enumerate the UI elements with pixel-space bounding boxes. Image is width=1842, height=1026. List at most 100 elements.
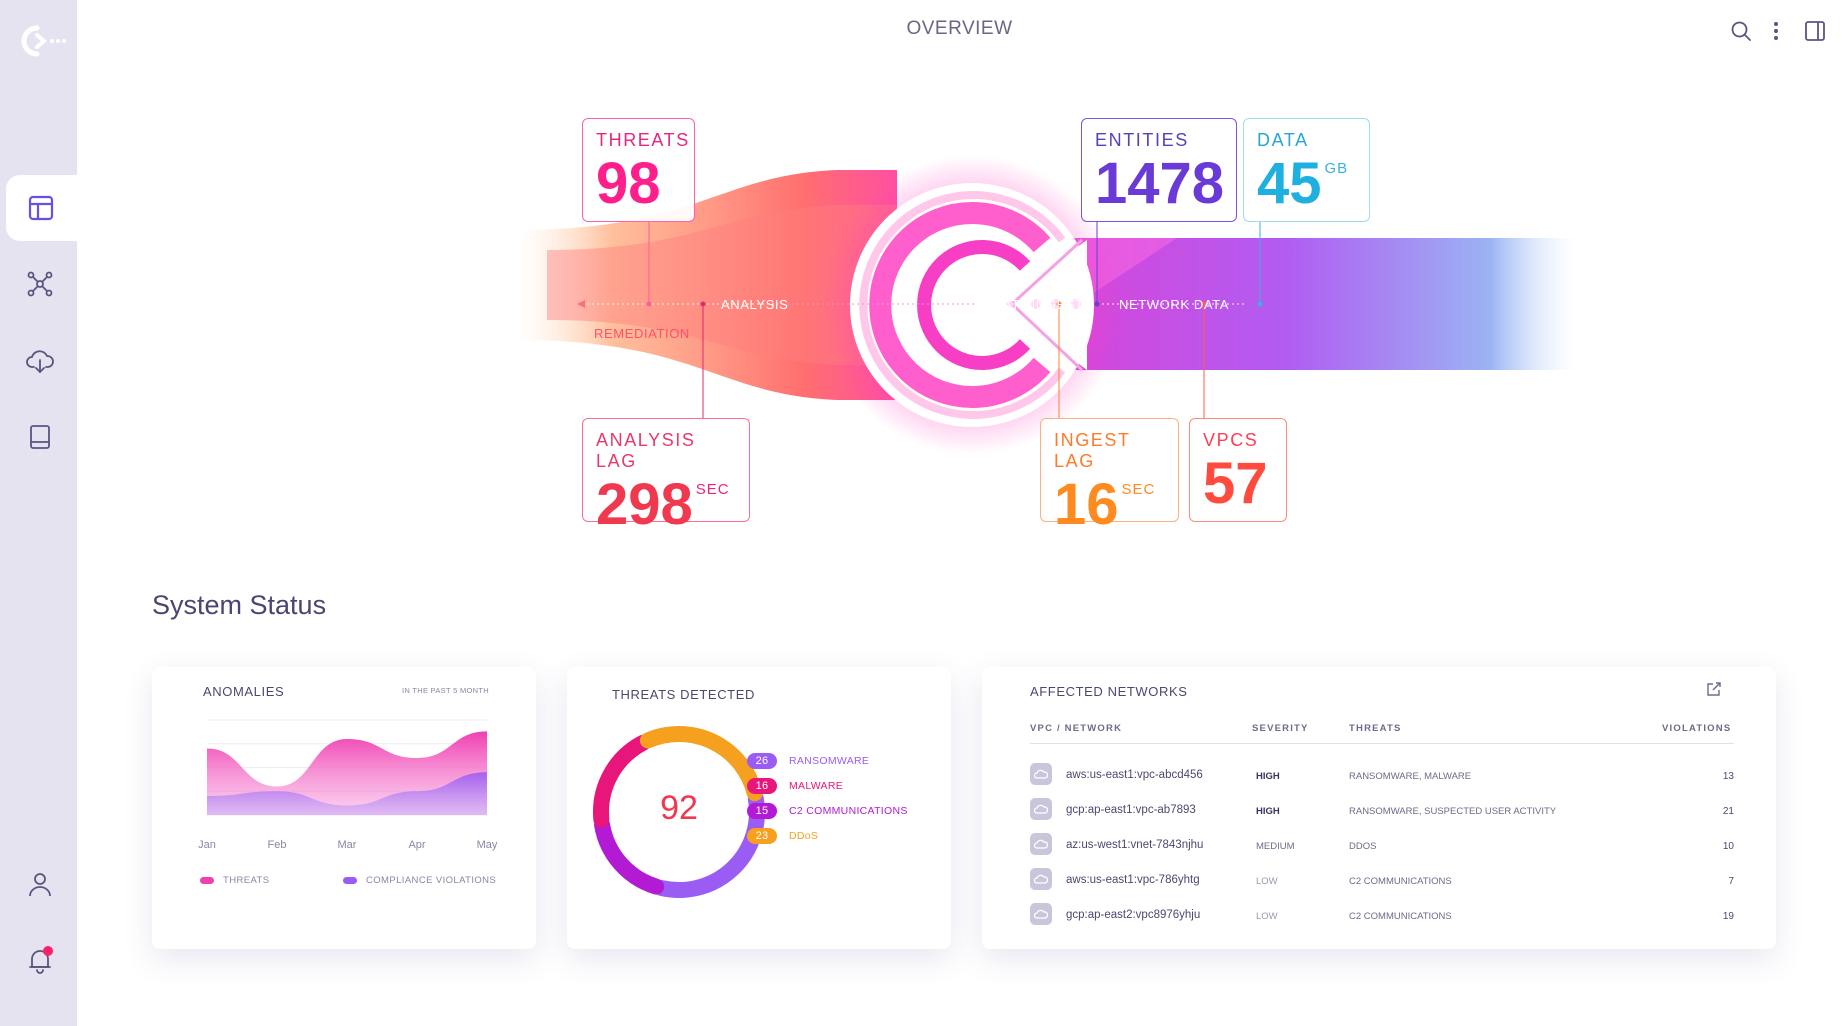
threats-metric[interactable]: THREATS 98 [582, 118, 695, 222]
network-name[interactable]: aws:us-east1:vpc-786yhtg [1066, 874, 1200, 886]
analysis-lag-metric-value: 298 [596, 472, 693, 537]
anomalies-title: ANOMALIES [203, 684, 285, 699]
severity-value: HIGH [1256, 806, 1280, 817]
compliance-violations-area [207, 772, 487, 815]
nav-network[interactable] [20, 264, 60, 304]
threat-count-badge: 23 [747, 828, 777, 844]
threats-metric-value: 98 [596, 151, 661, 216]
table-row[interactable]: az:us-west1:vnet-7843njhu MEDIUM DDOS 10 [1030, 833, 1734, 859]
table-header-divider [1030, 743, 1734, 744]
network-name[interactable]: az:us-west1:vnet-7843njhu [1066, 839, 1204, 851]
anomalies-card: ANOMALIES IN THE PAST 5 MONTH Jan Feb Mar A… [152, 667, 536, 949]
severity-value: HIGH [1256, 771, 1280, 782]
severity-value: MEDIUM [1256, 841, 1295, 852]
col-network[interactable]: VPC / NETWORK [1030, 723, 1123, 734]
vpcs-metric[interactable]: VPCS 57 [1189, 418, 1287, 522]
network-name[interactable]: gcp:ap-east2:vpc8976yhju [1066, 909, 1201, 921]
x-axis-label: Apr [408, 839, 426, 851]
ingest-lag-metric[interactable]: INGEST LAG 16 SEC [1040, 418, 1179, 534]
donut-slice-malware[interactable] [593, 734, 651, 828]
threat-count-badge: 16 [747, 778, 777, 794]
bell-icon [29, 946, 53, 974]
x-axis-label: Feb [267, 839, 287, 851]
kebab-menu-icon [1774, 22, 1778, 40]
table-row[interactable]: aws:us-east1:vpc-786yhtg LOW C2 COMMUNICAT… [1030, 868, 1734, 894]
legend-threats-swatch [200, 877, 214, 884]
search-button[interactable] [1728, 18, 1754, 44]
donut-slice-ransomware[interactable] [653, 790, 765, 898]
vpcs-metric-label: VPCS [1203, 430, 1259, 450]
data-metric-label: DATA [1257, 130, 1309, 150]
nav-dashboard[interactable] [21, 188, 61, 228]
nav-docs[interactable] [20, 417, 60, 457]
threats-value: C2 COMMUNICATIONS [1349, 911, 1452, 922]
entities-metric-value: 1478 [1095, 151, 1225, 216]
network-name[interactable]: gcp:ap-east1:vpc-ab7893 [1066, 804, 1196, 816]
nav-notifications[interactable] [20, 940, 60, 980]
violations-value: 13 [1722, 771, 1734, 782]
ingest-lag-metric-value: 16 [1054, 472, 1119, 537]
user-icon [29, 873, 51, 897]
donut-slice-c2-communications[interactable] [594, 816, 665, 895]
threats-value: DDOS [1349, 841, 1377, 852]
col-severity[interactable]: SEVERITY [1252, 723, 1309, 734]
analysis-lag-metric-label: ANALYSIS LAG [596, 430, 696, 471]
ingest-lag-metric-label: INGEST LAG [1054, 430, 1131, 471]
gcp-icon [1030, 903, 1052, 925]
threat-count-badge: 15 [747, 803, 777, 819]
side-panel-icon [1805, 21, 1825, 41]
more-options-button[interactable] [1763, 18, 1789, 44]
data-metric[interactable]: DATA 45 GB [1243, 118, 1370, 222]
azure-icon [1030, 833, 1052, 855]
book-icon [30, 425, 50, 449]
threat-legend-label: C2 COMMUNICATIONS [789, 805, 908, 817]
flow-label-analysis: ANALYSIS [721, 297, 789, 312]
data-flow-graphic [517, 155, 1577, 455]
donut-slice-ddos[interactable] [639, 726, 763, 802]
external-link-icon[interactable] [1706, 681, 1722, 697]
threats-total: 92 [660, 789, 698, 827]
analysis-lag-metric[interactable]: ANALYSIS LAG 298 SEC [582, 418, 750, 534]
nav-user[interactable] [20, 864, 60, 904]
gcp-icon [1030, 798, 1052, 820]
main-content: OVERVIEW [77, 0, 1842, 1026]
legend-compliance-swatch [343, 877, 357, 884]
threats-metric-label: THREATS [596, 130, 690, 150]
aws-icon [1030, 868, 1052, 890]
affected-networks-card: AFFECTED NETWORKS VPC / NETWORK SEVERITY… [982, 667, 1776, 949]
col-threats[interactable]: THREATS [1349, 723, 1402, 734]
flow-label-network-data: NETWORK DATA [1119, 297, 1229, 312]
network-name[interactable]: aws:us-east1:vpc-abcd456 [1066, 769, 1203, 781]
affected-networks-title: AFFECTED NETWORKS [1030, 684, 1188, 699]
threats-legend-item[interactable]: 16 MALWARE [747, 778, 843, 794]
sidebar [0, 0, 77, 1026]
aws-icon [1030, 763, 1052, 785]
table-row[interactable]: aws:us-east1:vpc-abcd456 HIGH RANSOMWARE, … [1030, 763, 1734, 789]
anomalies-area-chart [207, 719, 487, 816]
threat-count-badge: 26 [747, 753, 777, 769]
system-status-title: System Status [152, 590, 327, 620]
threats-legend-item[interactable]: 23 DDoS [747, 828, 818, 844]
flow-label-remediation: REMEDIATION [594, 326, 690, 341]
threats-detected-title: THREATS DETECTED [612, 687, 755, 702]
legend-compliance: COMPLIANCE VIOLATIONS [343, 875, 496, 886]
dashboard-icon [28, 195, 54, 221]
violations-value: 21 [1722, 806, 1734, 817]
logo-icon[interactable] [18, 22, 68, 60]
threats-value: RANSOMWARE, MALWARE [1349, 771, 1472, 782]
threat-legend-label: MALWARE [789, 780, 844, 792]
threats-donut-chart [593, 726, 765, 898]
nav-active-indicator [6, 175, 77, 241]
analysis-lag-metric-unit: SEC [695, 481, 730, 498]
entities-metric[interactable]: ENTITIES 1478 [1081, 118, 1237, 222]
violations-value: 7 [1728, 876, 1734, 887]
panel-toggle-button[interactable] [1802, 18, 1828, 44]
table-row[interactable]: gcp:ap-east2:vpc8976yhju LOW C2 COMMUNICAT… [1030, 903, 1734, 929]
anomalies-subtitle: IN THE PAST 5 MONTH [402, 686, 489, 695]
threats-legend-item[interactable]: 26 RANSOMWARE [747, 753, 869, 769]
threats-legend-item[interactable]: 15 C2 COMMUNICATIONS [747, 803, 908, 819]
col-violations[interactable]: VIOLATIONS [1662, 723, 1732, 734]
nav-cloud-download[interactable] [20, 341, 60, 381]
table-row[interactable]: gcp:ap-east1:vpc-ab7893 HIGH RANSOMWARE, S… [1030, 798, 1734, 824]
page-title: OVERVIEW [906, 18, 1013, 39]
